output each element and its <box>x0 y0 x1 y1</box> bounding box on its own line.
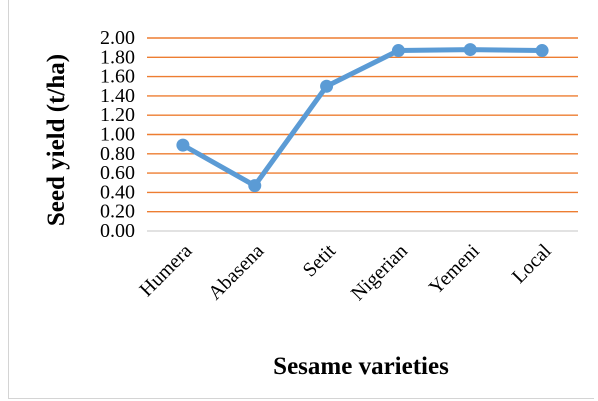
series-line <box>180 47 545 189</box>
x-tick-label: Local <box>508 240 556 288</box>
x-axis-ticks: Humera Abasena Setit Nigerian Yemeni Local <box>135 240 556 305</box>
data-point <box>391 44 405 58</box>
y-tick-label: 0.60 <box>100 162 135 184</box>
x-tick-label: Setit <box>299 240 341 282</box>
x-tick-label: Abasena <box>204 240 268 304</box>
x-axis-title: Sesame varieties <box>273 353 449 380</box>
data-point <box>248 179 262 193</box>
y-tick-label: 0.40 <box>100 181 135 203</box>
data-point <box>176 138 190 152</box>
y-tick-label: 0.00 <box>100 220 135 242</box>
y-tick-label: 2.00 <box>100 27 135 49</box>
chart-area <box>8 0 594 399</box>
y-tick-label: 0.20 <box>100 201 135 223</box>
y-tick-label: 1.00 <box>100 124 135 146</box>
y-tick-label: 1.80 <box>100 46 135 68</box>
x-tick-label: Yemeni <box>425 240 484 299</box>
data-point <box>535 44 549 58</box>
gridlines <box>147 37 578 232</box>
data-point <box>320 79 334 93</box>
y-axis-title: Seed yield (t/ha) <box>43 54 70 226</box>
x-tick-label: Nigerian <box>347 240 412 305</box>
y-tick-label: 0.80 <box>100 143 135 165</box>
y-tick-label: 1.20 <box>100 104 135 126</box>
series <box>176 43 549 193</box>
y-tick-label: 1.60 <box>100 66 135 88</box>
y-axis-ticks: 0.000.200.400.600.801.001.201.401.601.80… <box>100 27 135 242</box>
y-tick-label: 1.40 <box>100 85 135 107</box>
x-tick-label: Humera <box>135 240 196 301</box>
data-point <box>463 43 477 57</box>
